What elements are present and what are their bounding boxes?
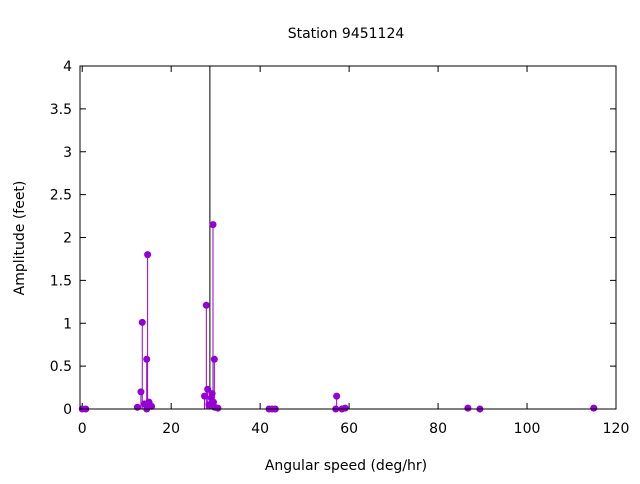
data-point bbox=[214, 404, 222, 412]
x-tick-label: 40 bbox=[251, 421, 269, 437]
data-point bbox=[144, 251, 152, 259]
data-point bbox=[209, 221, 217, 229]
data-point bbox=[210, 355, 218, 363]
x-tick-label: 80 bbox=[429, 421, 447, 437]
x-tick-label: 60 bbox=[340, 421, 358, 437]
y-tick-label: 3 bbox=[63, 145, 72, 161]
y-tick-label: 1 bbox=[63, 316, 72, 332]
data-point bbox=[137, 388, 145, 396]
data-point bbox=[201, 392, 209, 400]
x-tick-label: 0 bbox=[78, 421, 87, 437]
data-point bbox=[143, 355, 151, 363]
data-point bbox=[333, 392, 341, 400]
x-axis-label: Angular speed (deg/hr) bbox=[265, 458, 427, 474]
x-tick-label: 120 bbox=[603, 421, 630, 437]
data-point bbox=[590, 404, 598, 412]
x-tick-label: 100 bbox=[514, 421, 541, 437]
data-point bbox=[341, 404, 349, 412]
plot-border bbox=[79, 65, 617, 410]
y-tick-label: 2.5 bbox=[50, 188, 72, 204]
y-tick-label: 2 bbox=[63, 231, 72, 247]
x-tick-label: 20 bbox=[162, 421, 180, 437]
data-point bbox=[138, 318, 146, 326]
data-point bbox=[202, 301, 210, 309]
y-tick-label: 4 bbox=[63, 59, 72, 75]
y-tick-label: 3.5 bbox=[50, 102, 72, 118]
y-axis-label: Amplitude (feet) bbox=[12, 181, 28, 296]
y-tick-label: 0 bbox=[63, 402, 72, 418]
data-point bbox=[148, 402, 156, 410]
y-tick-label: 1.5 bbox=[50, 273, 72, 289]
y-tick-label: 0.5 bbox=[50, 359, 72, 375]
data-point bbox=[208, 390, 216, 398]
chart-title: Station 9451124 bbox=[288, 26, 405, 42]
data-point bbox=[464, 404, 472, 412]
data-point bbox=[204, 385, 212, 393]
data-point bbox=[133, 403, 141, 411]
